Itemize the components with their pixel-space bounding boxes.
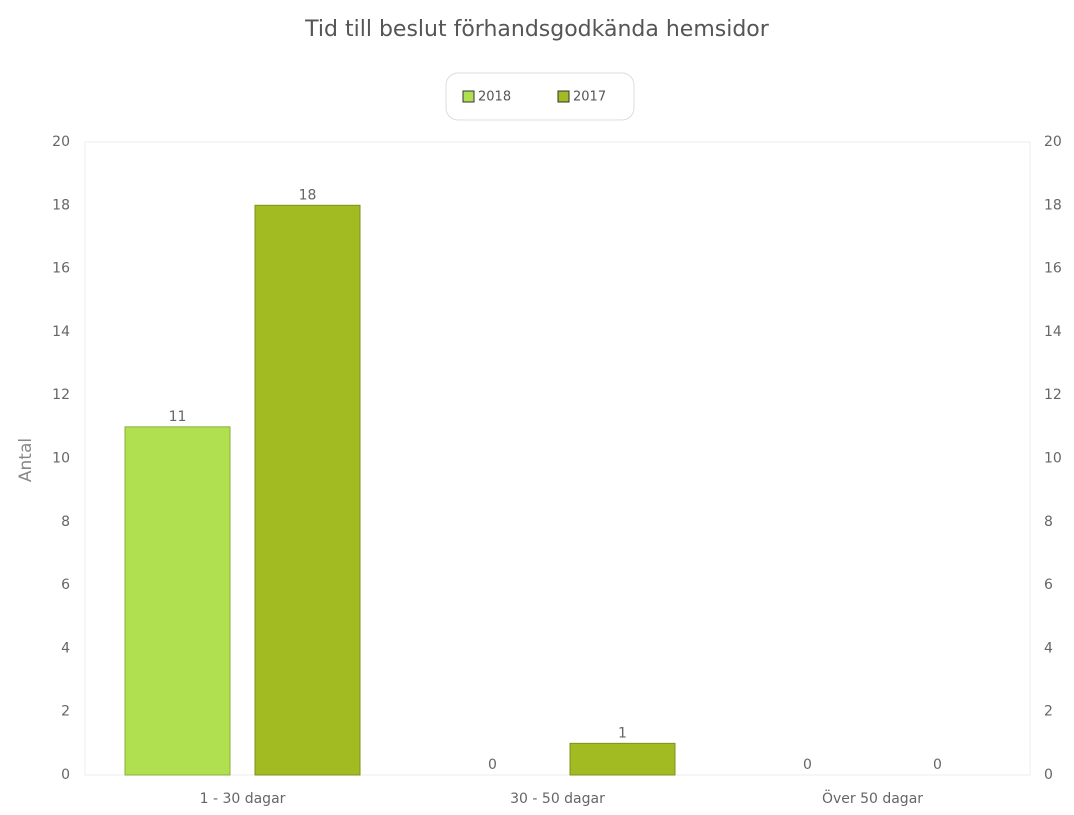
y-tick-label: 2 xyxy=(61,704,70,720)
bar-value-label: 11 xyxy=(169,409,187,425)
bar xyxy=(124,426,231,776)
y-tick-label: 18 xyxy=(52,197,70,213)
plot-area xyxy=(84,141,1031,776)
y2-tick-label: 16 xyxy=(1044,261,1062,277)
y-tick-label: 12 xyxy=(52,387,70,403)
y2-tick-label: 2 xyxy=(1044,704,1053,720)
bar xyxy=(254,204,361,776)
y-tick-label: 4 xyxy=(61,640,70,656)
y2-tick-label: 14 xyxy=(1044,324,1062,340)
y-tick-label: 16 xyxy=(52,261,70,277)
bar-value-label: 18 xyxy=(299,187,317,203)
y2-tick-label: 18 xyxy=(1044,197,1062,213)
y-tick-label: 8 xyxy=(61,514,70,530)
y-axis-label: Antal xyxy=(16,438,36,482)
y-tick-label: 6 xyxy=(61,577,70,593)
y2-tick-label: 0 xyxy=(1044,767,1053,783)
y-tick-label: 14 xyxy=(52,324,70,340)
bar-value-label: 0 xyxy=(803,757,812,773)
y-tick-label: 10 xyxy=(52,451,70,467)
y2-tick-label: 6 xyxy=(1044,577,1053,593)
legend-box xyxy=(445,72,635,121)
y2-tick-label: 8 xyxy=(1044,514,1053,530)
legend-swatch xyxy=(557,90,570,103)
y2-tick-label: 20 xyxy=(1044,134,1062,150)
y-tick-label: 0 xyxy=(61,767,70,783)
x-tick-label: 30 - 50 dagar xyxy=(510,791,605,807)
legend-label: 2018 xyxy=(478,90,511,105)
x-tick-label: Över 50 dagar xyxy=(822,789,923,807)
legend-swatch xyxy=(462,90,475,103)
bar xyxy=(569,742,676,776)
y2-tick-label: 4 xyxy=(1044,640,1053,656)
x-tick-label: 1 - 30 dagar xyxy=(200,791,286,807)
bar-value-label: 1 xyxy=(618,725,627,741)
y2-tick-label: 12 xyxy=(1044,387,1062,403)
chart-title: Tid till beslut förhandsgodkända hemsido… xyxy=(304,17,770,42)
bar-value-label: 0 xyxy=(933,757,942,773)
y2-tick-label: 10 xyxy=(1044,451,1062,467)
y-tick-label: 20 xyxy=(52,134,70,150)
bar-value-label: 0 xyxy=(488,757,497,773)
legend-label: 2017 xyxy=(573,90,606,105)
